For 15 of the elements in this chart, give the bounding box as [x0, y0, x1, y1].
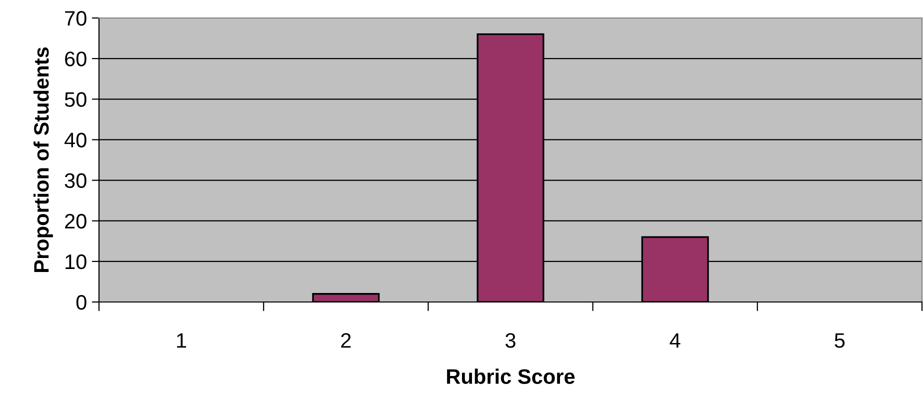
x-axis-title: Rubric Score: [447, 368, 575, 384]
y-tick-label: 20: [65, 214, 86, 229]
x-tick-label: 3: [506, 333, 516, 348]
y-tick-label: 10: [66, 254, 86, 270]
x-tick-label: 2: [341, 333, 351, 348]
x-tick-label: 5: [834, 333, 845, 348]
y-tick-label: 30: [64, 173, 86, 188]
x-tick-label: 4: [670, 333, 680, 348]
y-tick-label: 0: [76, 295, 86, 310]
y-tick-label: 60: [65, 52, 86, 66]
y-axis-title: Proportion of Students: [33, 47, 53, 272]
y-tick-label: 40: [64, 132, 86, 148]
y-tick-label: 70: [65, 11, 86, 26]
x-tick-label: 1: [177, 333, 186, 348]
y-tick-label: 50: [64, 92, 86, 107]
